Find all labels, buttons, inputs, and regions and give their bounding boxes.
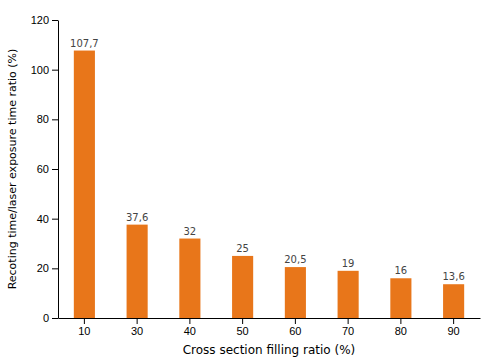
x-tick: 40 [184,318,196,337]
y-tick-label: 40 [37,213,49,225]
x-tick-label: 50 [237,325,249,337]
y-axis-line [58,21,59,319]
y-tick-mark [52,20,58,21]
x-tick: 90 [448,318,460,337]
x-tick-label: 60 [289,325,301,337]
x-axis-line [59,318,481,319]
y-axis: 0 20 40 60 80 100 120 [31,14,59,324]
data-label: 13,6 [442,271,464,282]
x-tick: 60 [289,318,301,337]
chart-container: 10 30 40 50 60 70 80 90 0 20 40 60 80 100 120 107,7 37,6… [0,0,500,364]
y-tick: 20 [37,262,58,274]
y-tick-mark [52,119,58,120]
plot-area: 10 30 40 50 60 70 80 90 0 20 40 60 80 100 120 107,7 37,6… [31,14,481,337]
bar [285,267,306,318]
chart-svg: 10 30 40 50 60 70 80 90 0 20 40 60 80 100 120 107,7 37,6… [0,0,500,364]
x-tick-label: 10 [78,325,90,337]
x-tick-mark [453,318,454,324]
y-tick: 100 [31,64,58,76]
x-tick-label: 80 [395,325,407,337]
y-tick-mark [52,268,58,269]
y-tick-mark [52,219,58,220]
x-tick-label: 30 [131,325,143,337]
y-tick-mark [52,318,58,319]
y-axis-title: Recoting time/laser exposure time ratio … [6,49,19,290]
data-label: 107,7 [70,38,99,49]
x-tick-mark [348,318,349,324]
data-label: 19 [342,258,355,269]
bars [74,51,464,318]
bar [338,271,359,318]
bar [127,225,148,318]
x-tick-label: 90 [448,325,460,337]
bar [74,51,95,318]
x-axis-title: Cross section filling ratio (%) [183,343,356,357]
data-label: 25 [236,243,249,254]
y-tick-mark [52,169,58,170]
x-tick-mark [189,318,190,324]
y-tick: 40 [37,213,58,225]
y-tick-label: 100 [31,64,49,76]
x-tick-mark [137,318,138,324]
y-tick-label: 120 [31,14,49,26]
y-tick: 0 [43,312,58,324]
y-tick-label: 60 [37,163,49,175]
y-tick: 120 [31,14,58,26]
data-label: 16 [395,265,408,276]
bar [390,278,411,318]
x-tick-mark [295,318,296,324]
x-axis: 10 30 40 50 60 70 80 90 [59,318,481,337]
x-tick-mark [242,318,243,324]
data-labels: 107,7 37,6 32 25 20,5 19 16 13,6 [70,38,465,283]
bar [179,239,200,318]
data-label: 37,6 [126,212,148,223]
x-tick: 50 [237,318,249,337]
x-tick-label: 70 [342,325,354,337]
data-label: 32 [184,226,197,237]
x-tick: 70 [342,318,354,337]
data-label: 20,5 [284,254,306,265]
y-tick-mark [52,70,58,71]
y-tick-label: 20 [37,262,49,274]
x-tick: 10 [78,318,90,337]
y-tick-label: 0 [43,312,49,324]
bar [443,284,464,318]
x-tick-mark [84,318,85,324]
x-tick-mark [400,318,401,324]
y-tick-label: 80 [37,113,49,125]
bar [232,256,253,318]
y-tick: 80 [37,113,58,125]
x-tick: 30 [131,318,143,337]
x-tick-label: 40 [184,325,196,337]
y-tick: 60 [37,163,58,175]
x-tick: 80 [395,318,407,337]
